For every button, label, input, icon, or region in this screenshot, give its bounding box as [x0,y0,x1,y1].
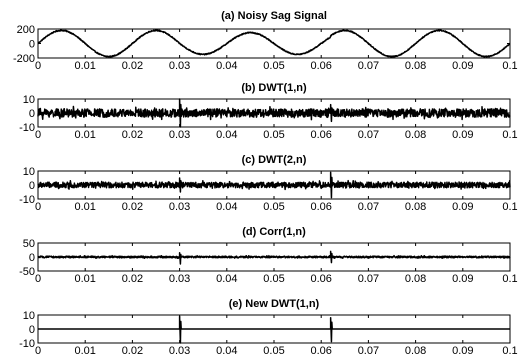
x-tick-label: 0.01 [74,345,95,357]
y-tick-label: 0 [29,252,35,264]
x-tick-label: 0 [35,345,41,357]
panel-4: (d) Corr(1,n) 0 0.01 0.02 0.03 0.04 0.05 0.06 0.… [19,226,518,285]
x-tick-label: 0.1 [502,201,517,213]
x-tick-label: 0.07 [358,345,379,357]
x-tick-label: 0.02 [122,129,143,141]
x-tick-label: 0.01 [74,201,95,213]
series-line [37,29,511,58]
y-tick-label: -10 [19,122,35,134]
x-tick-label: 0.07 [358,201,379,213]
x-tick-label: 0.02 [122,201,143,213]
panel-3: (c) DWT(2,n) 0 0.01 0.02 0.03 0.04 0.05 0.06 0.0… [19,154,518,213]
x-tick-label: 0.02 [122,60,143,72]
y-tick-label: 10 [23,94,35,106]
x-tick-label: 0.05 [263,201,284,213]
y-tick-label: 0 [29,39,35,51]
y-tick-label: 50 [23,238,35,250]
y-tick-label: -10 [19,194,35,206]
x-tick-label: 0.03 [169,273,190,285]
x-tick-label: 0.02 [122,273,143,285]
x-tick-label: 0.01 [74,273,95,285]
panel-5: (e) New DWT(1,n) 0 0.01 0.02 0.03 0.04 0.05 0.0… [19,298,518,357]
x-tick-label: 0.08 [405,129,426,141]
x-tick-label: 0 [35,129,41,141]
x-tick-label: 0.09 [452,201,473,213]
x-tick-label: 0.04 [216,60,237,72]
x-tick-label: 0.07 [358,273,379,285]
x-tick-label: 0.09 [452,345,473,357]
x-tick-label: 0 [35,201,41,213]
y-tick-label: 0 [29,324,35,336]
x-tick-label: 0.05 [263,60,284,72]
x-tick-label: 0.06 [310,345,331,357]
series-line [37,98,511,128]
x-tick-label: 0.03 [169,345,190,357]
x-tick-label: 0.1 [502,345,517,357]
x-tick-label: 0 [35,273,41,285]
series-line [37,315,511,344]
x-tick-label: 0.02 [122,345,143,357]
x-tick-label: 0.06 [310,201,331,213]
x-tick-label: 0.04 [216,345,237,357]
panel-title: (b) DWT(1,n) [241,82,307,94]
series-line [37,250,511,265]
x-tick-label: 0.06 [310,129,331,141]
y-tick-label: 10 [23,310,35,322]
x-tick-label: 0.09 [452,129,473,141]
x-tick-label: 0.08 [405,201,426,213]
x-tick-label: 0.1 [502,273,517,285]
y-tick-label: 0 [29,108,35,120]
panel-1: (a) Noisy Sag Signal 0 0.01 0.02 0.03 0.04 0.0… [13,10,518,72]
panel-title: (c) DWT(2,n) [242,154,307,166]
y-tick-label: 10 [23,166,35,178]
x-tick-label: 0.1 [502,129,517,141]
x-tick-label: 0.03 [169,201,190,213]
y-tick-label: 200 [17,24,35,36]
x-tick-label: 0.08 [405,345,426,357]
x-tick-label: 0.05 [263,129,284,141]
x-tick-label: 0.08 [405,273,426,285]
series-line [37,171,511,199]
x-tick-label: 0.1 [502,60,517,72]
x-tick-label: 0.01 [74,60,95,72]
x-tick-label: 0.09 [452,60,473,72]
x-tick-label: 0.06 [310,273,331,285]
x-tick-label: 0.07 [358,60,379,72]
x-tick-label: 0.09 [452,273,473,285]
y-tick-label: -50 [19,266,35,278]
x-tick-label: 0.05 [263,273,284,285]
x-tick-label: 0.04 [216,201,237,213]
x-tick-label: 0.07 [358,129,379,141]
x-tick-label: 0.08 [405,60,426,72]
x-tick-label: 0.03 [169,60,190,72]
y-tick-label: -200 [13,53,35,65]
x-tick-label: 0.04 [216,273,237,285]
panel-title: (e) New DWT(1,n) [229,298,320,310]
x-tick-label: 0.01 [74,129,95,141]
x-tick-label: 0.06 [310,60,331,72]
y-tick-label: 0 [29,180,35,192]
y-tick-label: -10 [19,338,35,350]
x-tick-label: 0 [35,60,41,72]
panel-title: (d) Corr(1,n) [242,226,306,238]
x-tick-label: 0.03 [169,129,190,141]
x-tick-label: 0.05 [263,345,284,357]
x-tick-label: 0.04 [216,129,237,141]
panel-2: (b) DWT(1,n) 0 0.01 0.02 0.03 0.04 0.05 0.06 0.0… [19,82,518,141]
panel-title: (a) Noisy Sag Signal [221,10,327,22]
